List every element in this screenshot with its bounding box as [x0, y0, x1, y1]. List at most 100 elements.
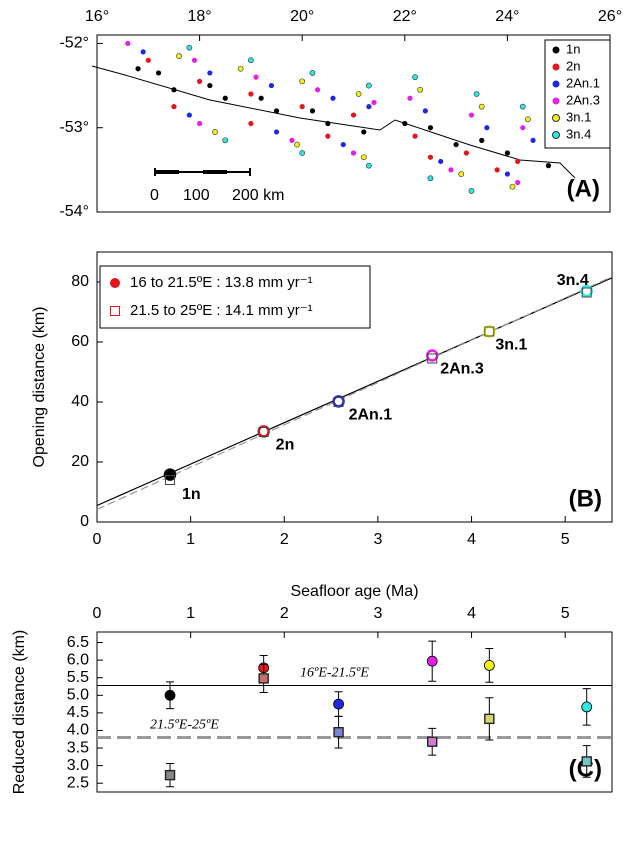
legend-label: 2n	[566, 58, 580, 73]
x-tick-label: 22°	[393, 8, 417, 25]
map-point	[530, 137, 536, 143]
map-point	[248, 91, 254, 97]
y-axis-label: Reduced distance (km)	[11, 630, 28, 795]
map-point	[468, 188, 475, 194]
x-tick-label: 3	[373, 605, 382, 622]
point-label: 2An.1	[349, 407, 393, 424]
map-point	[412, 74, 418, 81]
map-point	[422, 108, 428, 114]
point	[581, 287, 592, 298]
map-point	[453, 141, 459, 148]
point	[164, 689, 176, 701]
map-point	[207, 70, 213, 76]
legend-label: 21.5 to 25ºE : 14.1 mm yr⁻¹	[130, 302, 313, 319]
legend-marker	[552, 63, 560, 71]
map-point	[237, 65, 244, 72]
map-point	[365, 162, 372, 169]
map-point	[294, 141, 300, 148]
y-tick-label: 5.5	[67, 669, 89, 686]
x-tick-label: 2	[280, 531, 289, 548]
point	[426, 655, 438, 667]
point-label: 1n	[182, 486, 201, 503]
map-point	[545, 163, 552, 169]
panel-label: (A)	[567, 175, 600, 202]
x-tick-label: 1	[186, 605, 195, 622]
point	[484, 326, 495, 337]
map-point	[371, 99, 377, 106]
x-tick-label: 3	[373, 531, 382, 548]
map-point	[468, 112, 475, 118]
map-point	[140, 49, 146, 55]
point	[483, 325, 496, 338]
map-point	[222, 95, 228, 101]
legend-marker	[552, 114, 560, 122]
legend-marker	[552, 46, 560, 54]
map-point	[253, 74, 259, 80]
y-tick-label: 80	[71, 273, 89, 290]
map-point	[463, 150, 469, 156]
y-tick-label: 40	[71, 393, 89, 410]
x-tick-label: 20°	[290, 8, 314, 25]
map-point	[340, 141, 346, 148]
map-point	[191, 57, 198, 63]
map-point	[171, 87, 177, 93]
point	[333, 698, 344, 710]
map-point	[155, 70, 162, 76]
legend-marker	[552, 80, 560, 88]
map-point	[330, 95, 336, 101]
x-tick-label: 0	[93, 605, 102, 622]
point	[258, 673, 269, 684]
map-point	[176, 53, 182, 59]
legend-box	[544, 39, 611, 149]
scale-bar-label: 200 km	[232, 187, 284, 204]
map-point	[314, 87, 321, 93]
y-tick-label: 6.0	[67, 651, 89, 668]
legend-marker	[110, 306, 120, 316]
point	[427, 736, 438, 747]
x-tick-label: 5	[561, 531, 570, 548]
map-point	[417, 86, 424, 93]
map-point	[402, 120, 408, 127]
y-tick-label: 0	[80, 513, 89, 530]
map-point	[484, 125, 490, 131]
map-point	[273, 108, 280, 114]
map-point	[145, 57, 151, 63]
point	[581, 701, 593, 713]
map-point	[519, 103, 526, 110]
map-point	[325, 133, 331, 139]
map-point	[365, 82, 372, 89]
x-tick-label: 24°	[495, 8, 519, 25]
map-point	[427, 125, 434, 131]
map-point	[171, 104, 177, 110]
map-point	[299, 104, 305, 110]
x-tick-label: 4	[467, 531, 476, 548]
map-point	[135, 66, 141, 72]
x-tick-label: 2	[280, 605, 289, 622]
legend-label: 2An.3	[566, 92, 600, 107]
point	[581, 756, 592, 767]
point-label: 2n	[276, 437, 295, 454]
map-point	[504, 171, 510, 177]
y-tick-label: -54°	[59, 203, 89, 220]
map-point	[494, 167, 500, 173]
map-point	[212, 129, 218, 135]
point	[333, 397, 344, 407]
map-point	[248, 120, 254, 127]
legend-marker	[552, 97, 560, 105]
x-tick-label: 26°	[598, 8, 622, 25]
y-tick-label: 6.5	[67, 634, 89, 651]
legend-label: 3n.4	[566, 126, 591, 141]
map-point	[207, 82, 213, 89]
point-label: 3n.1	[495, 337, 527, 354]
map-point	[222, 137, 229, 144]
y-tick-label: -53°	[59, 119, 89, 136]
y-tick-label: 2.5	[67, 774, 89, 791]
scale-bar-seg	[203, 170, 227, 174]
scale-bar-label: 0	[150, 187, 159, 204]
y-tick-label: 3.5	[67, 739, 89, 756]
map-point	[479, 137, 485, 143]
map-point	[448, 167, 454, 173]
point	[164, 769, 176, 781]
x-tick-label: 4	[467, 605, 476, 622]
legend-marker	[552, 131, 560, 139]
